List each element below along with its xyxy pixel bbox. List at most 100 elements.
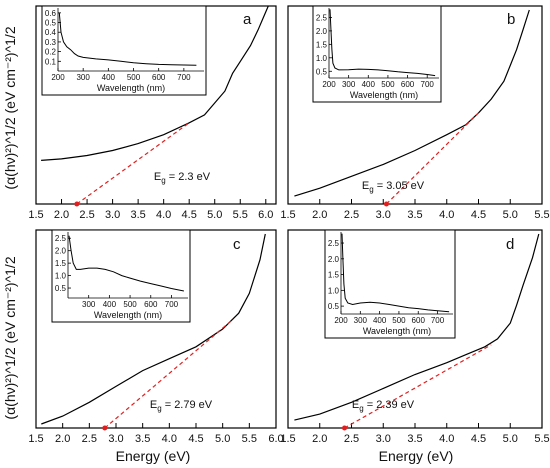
- inset-y-tick-label: 0.6: [45, 9, 57, 18]
- x-tick-label: 4.5: [188, 433, 203, 445]
- panel-letter: d: [506, 236, 514, 253]
- inset-frame: [312, 5, 442, 103]
- panel-c: 1.5 2.0 2.5 3.0 3.5 4.0 4.5 5.0 5.5 6.0 c Eg = 2.79…: [28, 229, 284, 445]
- inset-x-tick-label: 200: [322, 80, 336, 89]
- x-tick-label: 4.5: [471, 433, 486, 445]
- inset-x-tick-label: 400: [102, 73, 116, 82]
- inset-x-label: Wavelength (nm): [350, 90, 418, 100]
- x-tick-label: 2.0: [54, 209, 69, 221]
- x-tick-label: 3.0: [108, 433, 123, 445]
- x-tick-label: 4.0: [439, 433, 454, 445]
- inset-y-tick-label: 0.5: [55, 284, 67, 293]
- inset-y-tick-label: 0.2: [45, 48, 57, 57]
- inset-x-tick-label: 500: [123, 300, 137, 309]
- panel-a: 1.5 2.0 2.5 3.0 3.5 4.0 4.5 5.0 5.5 6.0 a Eg = 2.3 …: [28, 5, 277, 221]
- x-tick-label: 5.0: [207, 209, 222, 221]
- x-tick-label: 3.0: [376, 433, 391, 445]
- x-tick-label: 5.0: [503, 209, 518, 221]
- inset-x-tick-label: 600: [152, 73, 166, 82]
- inset-curve: [329, 9, 436, 77]
- x-tick-label: 1.5: [28, 209, 43, 221]
- band-gap-marker: [342, 425, 348, 431]
- absorption-curve: [294, 233, 540, 421]
- panel-d: 1.5 2.0 2.5 3.0 3.5 4.0 4.5 5.0 5.5 d Eg = 2.39 eV…: [280, 229, 550, 445]
- inset-y-tick-label: 1.0: [328, 286, 340, 295]
- inset-curve: [68, 235, 184, 292]
- inset-d: 0.5 1.0 1.5 2.0 2.5 200 300 400 500 600 700Wavelen…: [324, 229, 456, 339]
- inset-y-tick-label: 2.0: [328, 255, 340, 264]
- x-tick-label: 2.5: [79, 209, 94, 221]
- x-tick-label: 4.0: [162, 433, 177, 445]
- x-axis-title-left: Energy (eV): [116, 448, 191, 464]
- panel-letter: c: [233, 236, 241, 253]
- inset-x-tick-label: 600: [412, 316, 426, 325]
- inset-x-tick-label: 300: [82, 300, 96, 309]
- inset-a: 0.10.20.30.40.50.6 200 300 400 500 600 700 Wave…: [41, 5, 207, 96]
- tauc-fit-line: [386, 112, 479, 205]
- x-tick-label: 4.0: [156, 209, 171, 221]
- band-gap-marker: [74, 201, 80, 207]
- panel-letter: b: [507, 11, 515, 28]
- x-tick-label: 5.0: [503, 433, 518, 445]
- x-tick-label: 6.0: [268, 433, 283, 445]
- inset-y-tick-label: 2.5: [328, 239, 340, 248]
- panel-b: 1.5 2.0 2.5 3.0 3.5 4.0 4.5 5.0 5.5 b Eg = 3.05 eV…: [280, 5, 550, 221]
- x-tick-label: 2.0: [312, 433, 327, 445]
- inset-x-tick-label: 700: [421, 80, 435, 89]
- tauc-fit-line: [104, 318, 234, 429]
- x-tick-label: 2.5: [344, 209, 359, 221]
- absorption-curve: [41, 233, 266, 425]
- inset-y-tick-label: 0.1: [45, 57, 57, 66]
- inset-frame: [324, 229, 456, 339]
- inset-x-tick-label: 600: [144, 300, 158, 309]
- tauc-fit-line: [76, 122, 190, 205]
- x-tick-label: 2.0: [312, 209, 327, 221]
- x-tick-label: 2.5: [82, 433, 97, 445]
- inset-frame: [51, 229, 191, 323]
- inset-y-tick-label: 0.5: [328, 302, 340, 311]
- tauc-fit-line: [344, 344, 492, 429]
- inset-y-tick-label: 0.4: [45, 28, 57, 37]
- inset-y-tick-label: 0.3: [45, 38, 57, 47]
- inset-x-tick-label: 300: [354, 316, 368, 325]
- inset-x-tick-label: 300: [76, 73, 90, 82]
- x-tick-label: 2.0: [55, 433, 70, 445]
- inset-x-label: Wavelength (nm): [94, 310, 162, 320]
- inset-frame: [41, 5, 207, 96]
- x-tick-label: 2.5: [344, 433, 359, 445]
- inset-x-tick-label: 300: [342, 80, 356, 89]
- inset-b: 0.5 1.0 1.5 2.0 2.5 200 300 400 500 600 700Wavelen…: [312, 5, 442, 103]
- inset-x-tick-label: 500: [381, 80, 395, 89]
- x-tick-label: 6.0: [258, 209, 273, 221]
- inset-x-tick-label: 200: [51, 73, 65, 82]
- inset-curve: [341, 233, 450, 313]
- x-tick-label: 3.5: [130, 209, 145, 221]
- x-axis-title-right: Energy (eV): [379, 448, 454, 464]
- inset-y-tick-label: 1.5: [316, 40, 328, 49]
- inset-y-tick-label: 1.5: [328, 271, 340, 280]
- band-gap-label: Eg = 2.39 eV: [352, 399, 415, 413]
- inset-y-tick-label: 1.0: [316, 54, 328, 63]
- x-tick-label: 1.5: [28, 433, 43, 445]
- inset-y-tick-label: 2.0: [316, 27, 328, 36]
- x-tick-label: 3.5: [407, 433, 422, 445]
- band-gap-marker: [102, 425, 108, 431]
- inset-y-tick-label: 1.0: [55, 272, 67, 281]
- x-tick-label: 5.5: [233, 209, 248, 221]
- inset-x-tick-label: 400: [103, 300, 117, 309]
- x-tick-label: 1.5: [280, 433, 295, 445]
- inset-x-tick-label: 700: [431, 316, 445, 325]
- x-tick-label: 4.5: [182, 209, 197, 221]
- band-gap-marker: [383, 201, 389, 207]
- x-tick-label: 3.5: [407, 209, 422, 221]
- inset-y-tick-label: 2.5: [316, 13, 328, 22]
- inset-y-tick-label: 1.5: [55, 259, 67, 268]
- inset-curve: [58, 12, 197, 66]
- band-gap-label: Eg = 3.05 eV: [362, 180, 425, 194]
- x-tick-label: 4.0: [439, 209, 454, 221]
- inset-x-tick-label: 400: [373, 316, 387, 325]
- x-tick-label: 3.5: [135, 433, 150, 445]
- inset-x-tick-label: 400: [362, 80, 376, 89]
- x-tick-label: 5.5: [242, 433, 257, 445]
- panels: 1.5 2.0 2.5 3.0 3.5 4.0 4.5 5.0 5.5 6.0 a Eg = 2.3 …: [28, 5, 550, 445]
